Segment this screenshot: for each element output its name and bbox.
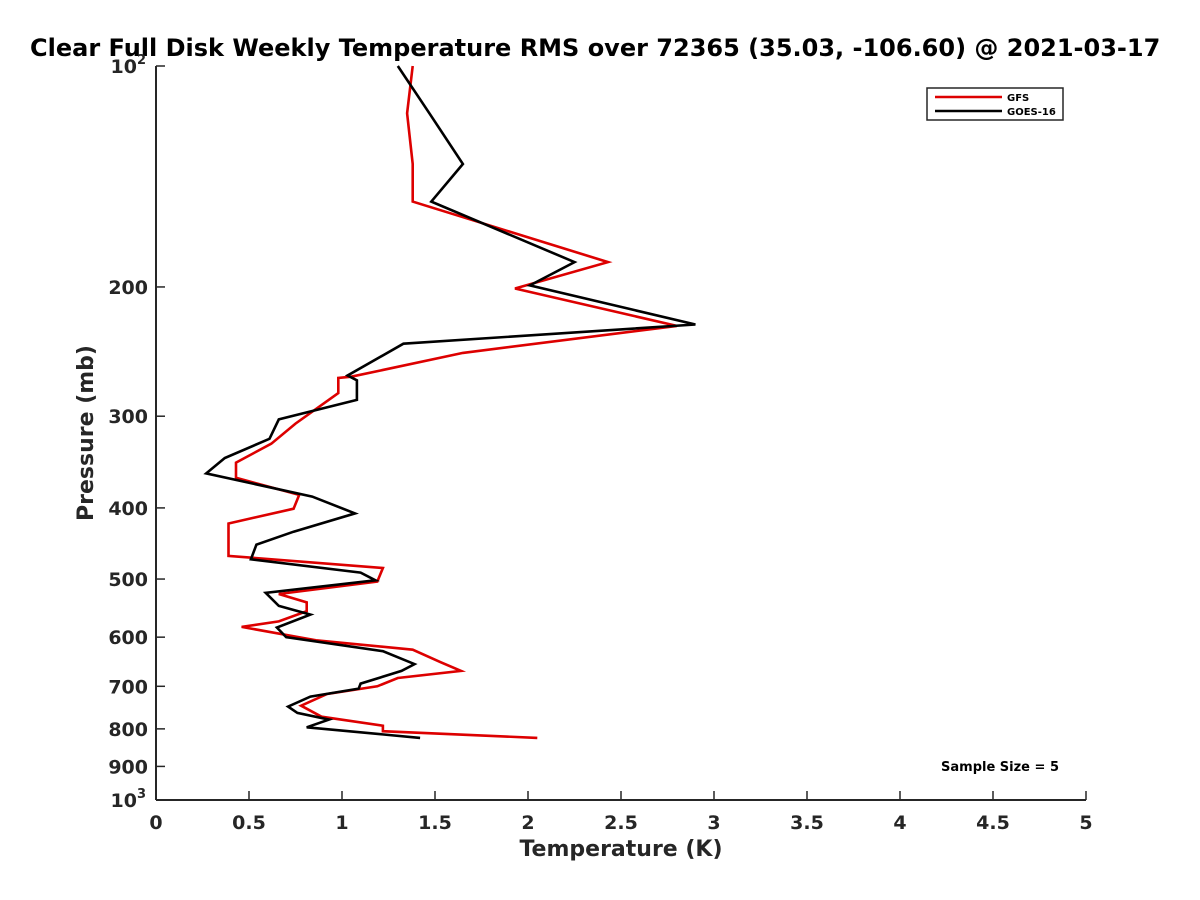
legend-box — [926, 87, 1064, 121]
x-tick-label: 0.5 — [232, 812, 266, 834]
x-tick-label: 2.5 — [604, 812, 638, 834]
series-line-goes-16 — [203, 65, 696, 740]
legend: GFS GOES-16 — [926, 87, 1064, 121]
series-line-gfs — [227, 65, 678, 740]
y-tick-label: 600 — [108, 627, 148, 649]
x-tick-label: 1.5 — [418, 812, 452, 834]
y-tick-label: 200 — [108, 277, 148, 299]
legend-label-goes-16: GOES-16 — [1007, 107, 1056, 118]
x-tick-label: 4 — [893, 812, 906, 834]
y-tick-label: 500 — [108, 569, 148, 591]
x-tick-label: 1 — [335, 812, 348, 834]
sample-size-annotation: Sample Size = 5 — [941, 760, 1059, 775]
y-tick-label: 800 — [108, 719, 148, 741]
x-axis-ticks: 0 0.5 1 1.5 2 2.5 3 3.5 4 4.5 5 — [149, 791, 1093, 834]
x-tick-label: 4.5 — [976, 812, 1010, 834]
legend-label-gfs: GFS — [1007, 93, 1029, 104]
x-axis-label: Temperature (K) — [519, 837, 722, 862]
x-tick-label: 3.5 — [790, 812, 824, 834]
y-axis-label: Pressure (mb) — [74, 345, 99, 521]
x-tick-label: 2 — [521, 812, 534, 834]
y-axis-ticks: 102 200 300 400 500 600 700 800 900 103 — [108, 53, 165, 812]
y-tick-label: 103 — [111, 787, 147, 812]
x-tick-label: 0 — [149, 812, 162, 834]
y-tick-label: 700 — [108, 676, 148, 698]
series-lines — [203, 65, 696, 740]
chart-title: Clear Full Disk Weekly Temperature RMS o… — [30, 34, 1160, 62]
y-tick-label: 300 — [108, 406, 148, 428]
y-tick-label: 400 — [108, 498, 148, 520]
y-tick-label: 102 — [111, 53, 147, 78]
x-tick-label: 3 — [707, 812, 720, 834]
y-tick-label: 900 — [108, 756, 148, 778]
x-tick-label: 5 — [1079, 812, 1092, 834]
